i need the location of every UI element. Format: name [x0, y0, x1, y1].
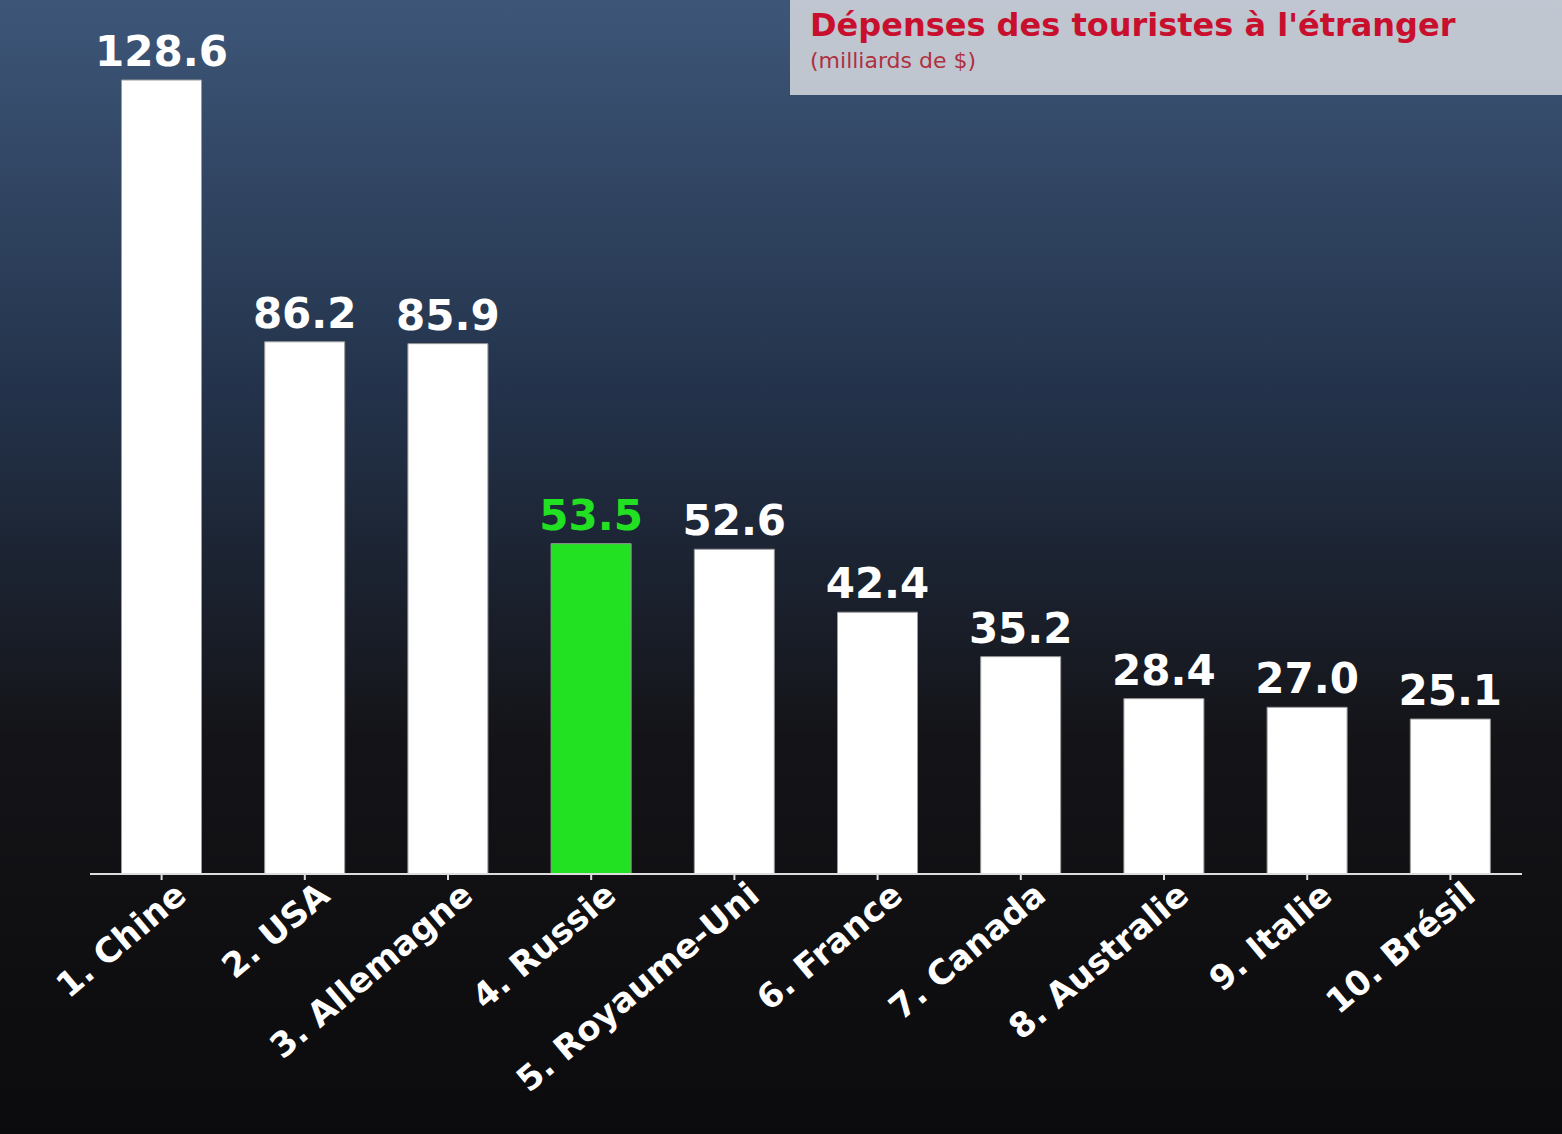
svg-text:5. Royaume-Uni: 5. Royaume-Uni: [508, 874, 766, 1100]
svg-text:2. USA: 2. USA: [214, 874, 337, 987]
html-text:Dépenses des touristes à l'étr: Dépenses des touristes à l'étranger: [810, 6, 1456, 44]
svg-text:25.1: 25.1: [1398, 666, 1502, 715]
svg-text:86.2: 86.2: [253, 289, 357, 338]
svg-text:6. France: 6. France: [748, 874, 910, 1019]
html-text:(milliards de $): (milliards de $): [810, 48, 977, 73]
svg-text:27.0: 27.0: [1255, 654, 1359, 703]
svg-text:9. Italie: 9. Italie: [1201, 874, 1339, 999]
svg-text:42.4: 42.4: [826, 559, 930, 608]
svg-text:8. Australie: 8. Australie: [1001, 874, 1196, 1047]
svg-text:1. Chine: 1. Chine: [48, 874, 194, 1005]
svg-text:52.6: 52.6: [682, 496, 786, 545]
svg-text:28.4: 28.4: [1112, 646, 1216, 695]
svg-text:85.9: 85.9: [396, 291, 500, 340]
svg-text:35.2: 35.2: [969, 604, 1073, 653]
svg-text:4. Russie: 4. Russie: [464, 874, 624, 1017]
svg-text:7. Canada: 7. Canada: [881, 874, 1053, 1028]
svg-text:53.5: 53.5: [539, 491, 643, 540]
svg-text:128.6: 128.6: [95, 27, 228, 76]
svg-text:3. Allemagne: 3. Allemagne: [262, 874, 480, 1066]
svg-text:10. Brésil: 10. Brésil: [1318, 874, 1483, 1021]
